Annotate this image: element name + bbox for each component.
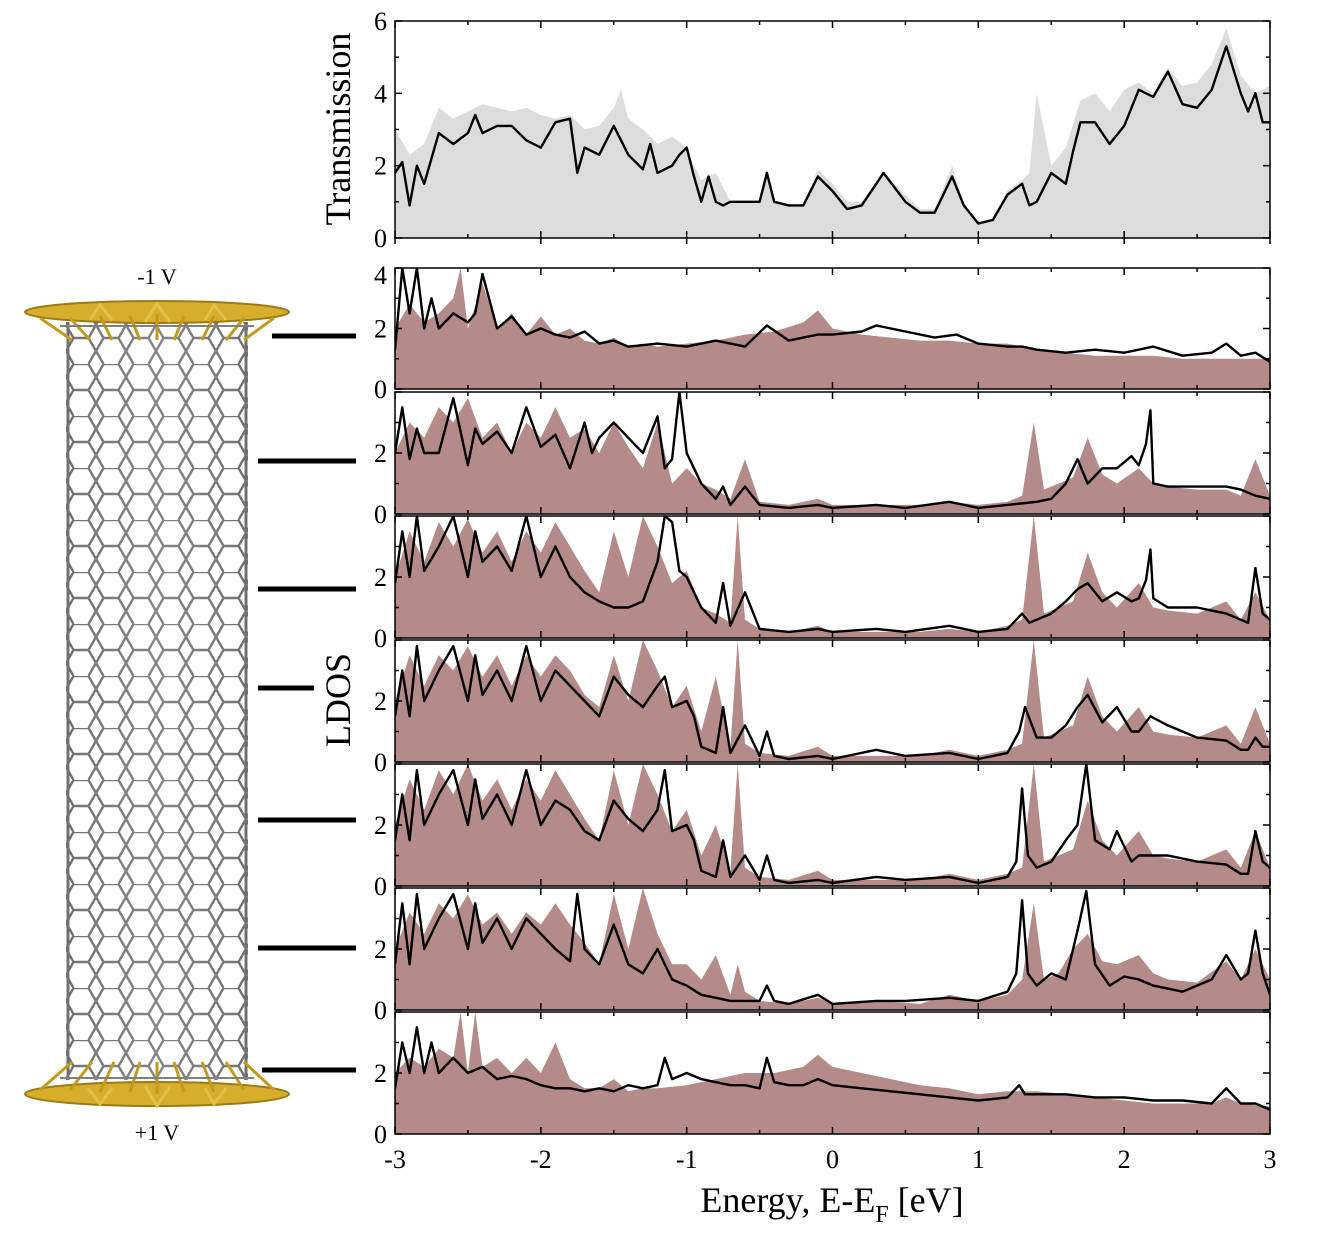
ldos-6-line-series [395,889,1270,1006]
ldos-5-line-series [395,764,1270,885]
transmission-y-tick-label: 4 [374,79,387,108]
panel-ldos-4: 02 [374,639,1271,777]
ldos-1-y-tick-label: 4 [374,261,387,290]
ldos-6-filled-series [395,888,1270,1010]
ldos-4-y-tick-label: 2 [374,687,387,716]
ldos-4-y-tick-label: 0 [374,748,387,777]
ldos-1-filled-series [395,268,1270,389]
panel-ldos-5: 02 [374,763,1271,901]
ldos-4-line-series [395,644,1270,761]
ldos-6-y-tick-label: 0 [374,996,387,1025]
ldos-5-y-tick-label: 0 [374,872,387,901]
ldos-3-y-tick-label: 2 [374,563,387,592]
panel-ldos-6: 02 [374,887,1271,1025]
carbon-nanotube-icon: -1 V +1 V [24,264,356,1145]
ldos-7-x-tick-label: -1 [676,1145,698,1174]
ldos-7-y-tick-label: 0 [374,1120,387,1149]
panel-ldos-3: 02 [374,515,1271,653]
ldos-2-filled-series [395,398,1270,514]
ldos-6-y-tick-label: 2 [374,935,387,964]
ldos-7-x-tick-label: 2 [1118,1145,1131,1174]
ldos-7-filled-series [395,1012,1270,1134]
transmission-filled-series [395,28,1270,238]
ldos-axis-title: LDOS [318,653,358,747]
ldos-7-x-tick-label: 0 [826,1145,839,1174]
ldos-2-y-tick-label: 0 [374,500,387,529]
ldos-5-y-tick-label: 2 [374,811,387,840]
panel-ldos-1: 0 2 4 [374,261,1271,404]
ldos-7-x-tick-label: -3 [384,1145,406,1174]
tube-shade [66,322,248,1080]
ldos-5-filled-series [395,764,1270,886]
transmission-axis-title: Transmission [318,33,358,226]
ldos-3-y-tick-label: 0 [374,624,387,653]
ldos-2-y-tick-label: 2 [374,439,387,468]
transmission-line-series [395,45,1270,225]
energy-axis-title-main: Energy, E-E [700,1180,875,1220]
energy-axis-title-sub: F [875,1202,888,1228]
top-lead-voltage: -1 V [137,264,176,289]
ldos-7-x-tick-label: 1 [972,1145,985,1174]
transmission-y-tick-label: 6 [374,7,387,36]
transmission-y-tick-label: 0 [374,224,387,253]
ldos-4-filled-series [395,640,1270,762]
ldos-7-x-tick-label: 3 [1264,1145,1277,1174]
bottom-lead-voltage: +1 V [135,1120,180,1145]
ldos-1-y-tick-label: 2 [374,315,387,344]
panel-ldos-2: 02 [374,391,1271,529]
transmission-y-tick-label: 2 [374,152,387,181]
energy-axis-title-unit: [eV] [889,1180,964,1220]
energy-axis-title: Energy, E-EF [eV] [700,1180,963,1228]
top-lead [24,300,290,342]
ldos-3-line-series [395,516,1270,634]
bottom-lead [24,1060,290,1109]
panel-ldos-7: 0 2 -3 -2 -1 0 1 2 3 [374,1011,1277,1174]
ldos-7-x-tick-label: -2 [530,1145,552,1174]
ldos-7-y-tick-label: 2 [374,1059,387,1088]
ldos-1-y-tick-label: 0 [374,375,387,404]
section-markers [258,333,356,1073]
ldos-3-filled-series [395,516,1270,638]
ldos-7-line-series [395,1026,1270,1111]
ldos-2-line-series [395,392,1270,510]
ldos-1-line-series [395,268,1270,363]
panel-transmission: 0 2 4 6 [374,7,1271,253]
